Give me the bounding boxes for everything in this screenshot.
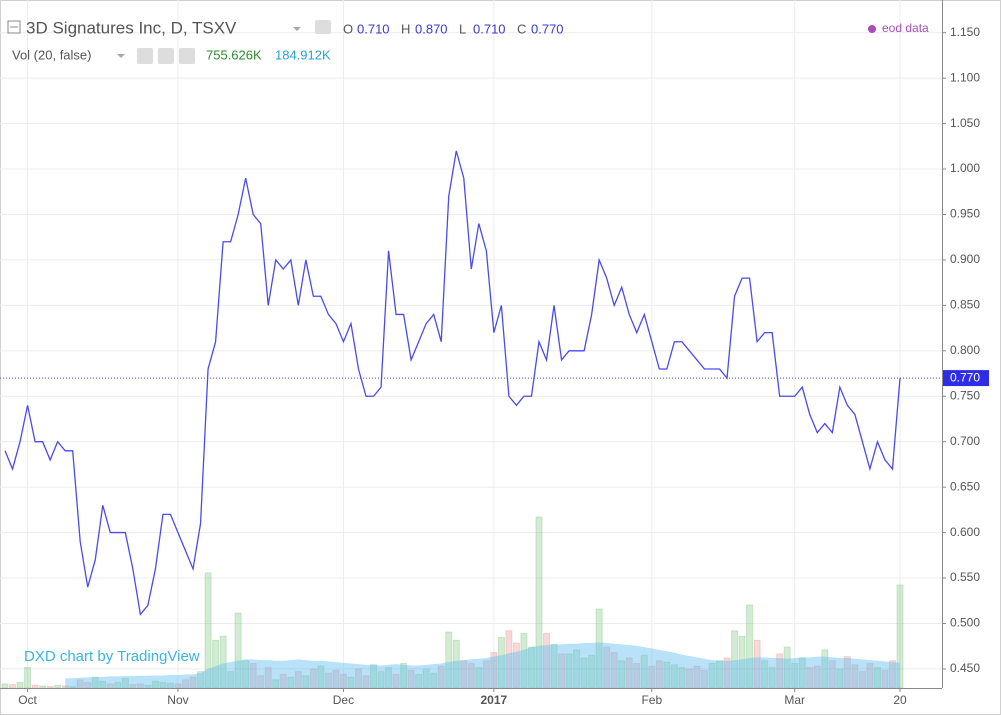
y-tick-label: 0.750 xyxy=(950,388,980,402)
ohlc-value: 0.770 xyxy=(531,21,564,36)
volume-title: Vol (20, false) xyxy=(12,47,92,62)
x-tick-label: Mar xyxy=(784,693,805,707)
ohlc-key: H xyxy=(401,21,410,36)
ohlc-key: O xyxy=(343,21,353,36)
volume-bar xyxy=(39,685,47,689)
volume-bar xyxy=(9,684,17,689)
ohlc-key: L xyxy=(459,21,466,36)
x-tick-label: Nov xyxy=(167,693,188,707)
eye-icon[interactable] xyxy=(137,48,153,64)
volume-bar xyxy=(46,686,54,689)
close-icon[interactable] xyxy=(179,48,195,64)
ohlc-value: 0.710 xyxy=(357,21,390,36)
y-tick-label: 0.900 xyxy=(950,252,980,266)
y-tick-label: 0.850 xyxy=(950,298,980,312)
ohlc-value: 0.710 xyxy=(473,21,506,36)
price-line xyxy=(4,150,901,616)
y-tick-label: 1.150 xyxy=(950,25,980,39)
x-tick-label: Feb xyxy=(641,693,662,707)
y-tick-label: 0.800 xyxy=(950,343,980,357)
y-tick-label: 1.050 xyxy=(950,116,980,130)
grid xyxy=(0,0,942,688)
volume-bar xyxy=(24,667,32,689)
y-tick-label: 0.650 xyxy=(950,479,980,493)
volume-value: 755.626K xyxy=(206,47,262,62)
last-price-label: 0.770 xyxy=(950,370,980,384)
volume-dropdown[interactable] xyxy=(117,54,125,58)
y-tick-label: 0.550 xyxy=(950,570,980,584)
y-tick-label: 0.500 xyxy=(950,616,980,630)
y-tick-label: 0.450 xyxy=(950,661,980,675)
x-tick-label: 20 xyxy=(893,693,907,707)
source-label: eod data xyxy=(882,21,929,35)
title-dropdown[interactable] xyxy=(293,27,301,31)
last-price-box xyxy=(943,370,989,387)
x-tick-label: Oct xyxy=(18,693,37,707)
ohlc-key: C xyxy=(517,21,526,36)
volume-ma-value: 184.912K xyxy=(275,47,331,62)
source-dot xyxy=(868,25,876,33)
volume-bar xyxy=(1,683,9,689)
chart-title: 3D Signatures Inc, D, TSXV xyxy=(26,18,237,37)
y-tick-label: 0.700 xyxy=(950,434,980,448)
volume-bar xyxy=(31,684,39,689)
watermark: DXD chart by TradingView xyxy=(24,648,200,665)
settings-icon[interactable] xyxy=(158,48,174,64)
y-tick-label: 1.000 xyxy=(950,161,980,175)
volume-ma-area xyxy=(65,642,900,688)
plot xyxy=(0,150,942,689)
y-tick-label: 0.600 xyxy=(950,525,980,539)
x-tick-label: Dec xyxy=(333,693,354,707)
ohlc: O 0.710 H 0.870 L 0.710 C 0.770 xyxy=(343,21,564,36)
axes: 0.450 0.500 0.550 0.600 0.650 0.700 0.750 0.800… xyxy=(18,25,989,707)
eye-icon[interactable] xyxy=(315,20,331,34)
y-tick-label: 0.950 xyxy=(950,207,980,221)
ohlc-value: 0.870 xyxy=(415,21,448,36)
x-tick-label: 2017 xyxy=(481,693,508,707)
y-tick-label: 1.100 xyxy=(950,70,980,84)
volume-bar xyxy=(16,682,24,689)
volume-bar xyxy=(54,684,62,689)
